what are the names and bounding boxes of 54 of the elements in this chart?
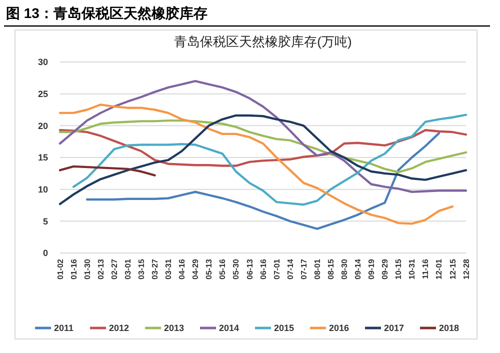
- x-tick-label: 03-15: [137, 258, 146, 280]
- x-tick-label: 06-13: [245, 258, 254, 280]
- line-series: [86, 132, 440, 230]
- x-tick-label: 01-30: [82, 258, 92, 280]
- x-tick-label: 08-15: [326, 258, 336, 280]
- chart-title: 图 13：青岛保税区天然橡胶库存: [6, 5, 208, 21]
- legend-label: 2012: [109, 323, 130, 334]
- x-tick-label: 02-13: [96, 258, 106, 280]
- y-tick-label: 5: [42, 216, 48, 226]
- x-tick-label: 05-30: [232, 258, 241, 280]
- line-series: [58, 104, 454, 225]
- x-tick-label: 01-02: [56, 258, 65, 280]
- x-tick-label: 07-14: [286, 258, 295, 280]
- chart-subtitle: 青岛保税区天然橡胶库存(万吨): [174, 34, 352, 49]
- x-tick-label: 05-13: [204, 258, 214, 280]
- legend-label: 2015: [274, 323, 294, 334]
- x-tick-label: 03-31: [164, 258, 174, 280]
- x-tick-label: 09-19: [367, 258, 376, 280]
- x-tick-label: 10-31: [408, 258, 417, 280]
- x-tick-label: 11-16: [421, 258, 430, 280]
- x-tick-label: 04-29: [191, 258, 200, 280]
- x-tick-label: 05-16: [218, 258, 228, 280]
- x-tick-label: 04-16: [178, 258, 187, 280]
- x-tick-label: 07-17: [299, 258, 308, 280]
- y-tick-label: 15: [38, 152, 48, 163]
- y-tick-label: 30: [38, 57, 48, 68]
- x-tick-label: 12-01: [434, 258, 444, 280]
- x-tick-label: 02-27: [110, 258, 119, 280]
- x-tick-label: 09-29: [380, 258, 390, 280]
- x-tick-label: 07-01: [272, 258, 282, 280]
- legend-label: 2013: [164, 323, 184, 334]
- x-tick-label: 08-30: [340, 258, 349, 280]
- x-tick-label: 12-15: [448, 258, 458, 280]
- x-tick-label: 01-16: [69, 258, 78, 280]
- y-tick-label: 0: [42, 248, 48, 258]
- legend-label: 2017: [384, 323, 404, 334]
- legend-label: 2018: [439, 323, 460, 334]
- line-series: [58, 129, 468, 167]
- x-tick-label: 03-27: [150, 258, 160, 280]
- x-tick-label: 03-01: [123, 258, 132, 280]
- y-tick-label: 10: [38, 184, 48, 194]
- x-tick-label: 06-16: [258, 258, 268, 280]
- legend-label: 2016: [329, 323, 350, 334]
- x-tick-label: 12-28: [462, 258, 471, 280]
- y-tick-label: 20: [38, 120, 48, 131]
- y-tick-label: 25: [38, 88, 48, 99]
- x-tick-label: 09-14: [354, 258, 363, 280]
- line-series: [58, 119, 468, 174]
- x-tick-label: 08-01: [312, 258, 322, 280]
- line-series: [58, 165, 156, 176]
- line-series: [58, 80, 468, 193]
- legend-label: 2011: [54, 323, 74, 334]
- legend-label: 2014: [219, 323, 240, 334]
- x-tick-label: 10-15: [394, 258, 404, 280]
